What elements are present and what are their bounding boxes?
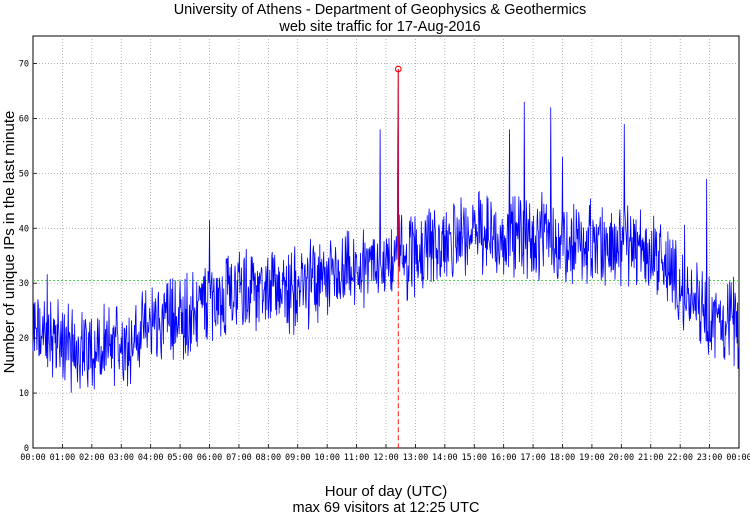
x-tick-label: 17:00 [520,453,546,463]
traffic-series-line [32,68,739,393]
x-axis-label: Hour of day (UTC) [325,483,448,500]
x-tick-label: 11:00 [344,453,370,463]
y-tick-label: 70 [19,59,29,69]
x-tick-label: 14:00 [432,453,458,463]
x-tick-label: 22:00 [667,453,693,463]
x-tick-label: 12:00 [373,453,399,463]
plot-area: 00:00 01:00 02:00 03:00 04:00 05:00 06:00 07:00… [19,35,750,463]
x-tick-label: 05:00 [167,453,193,463]
x-tick-label: 08:00 [256,453,282,463]
x-tick-label: 21:00 [638,453,664,463]
y-tick-labels: 0 10 20 30 40 50 60 70 [19,59,37,454]
x-tick-label: 19:00 [579,453,605,463]
x-tick-label: 16:00 [491,453,517,463]
y-tick-label: 50 [19,169,29,179]
y-tick-label: 20 [19,334,29,344]
x-tick-label: 03:00 [108,453,134,463]
x-tick-label: 09:00 [285,453,311,463]
y-tick-label: 60 [19,114,29,124]
chart-title: University of Athens - Department of Geo… [174,2,587,18]
max-visitors-footer: max 69 visitors at 12:25 UTC [293,500,480,515]
y-tick-label: 0 [24,444,29,454]
y-axis-label: Number of unique IPs in the last minute [1,111,18,374]
x-tick-label: 23:00 [697,453,723,463]
x-tick-label: 10:00 [314,453,340,463]
chart-subtitle: web site traffic for 17-Aug-2016 [278,19,480,35]
x-tick-label: 07:00 [226,453,252,463]
x-tick-label: 00:00 [726,453,750,463]
x-tick-label: 15:00 [461,453,487,463]
x-tick-label: 13:00 [403,453,429,463]
y-tick-label: 30 [19,279,29,289]
x-tick-label: 01:00 [50,453,76,463]
x-tick-label: 06:00 [197,453,223,463]
x-tick-label: 18:00 [550,453,576,463]
x-tick-label: 20:00 [609,453,635,463]
max-marker [394,65,402,448]
x-tick-label: 00:00 [20,453,46,463]
x-tick-labels: 00:00 01:00 02:00 03:00 04:00 05:00 06:00 07:00… [20,444,750,463]
x-tick-label: 04:00 [138,453,164,463]
y-tick-label: 10 [19,389,29,399]
x-tick-label: 02:00 [79,453,105,463]
y-tick-label: 40 [19,224,29,234]
max-marker-circle [394,65,402,73]
